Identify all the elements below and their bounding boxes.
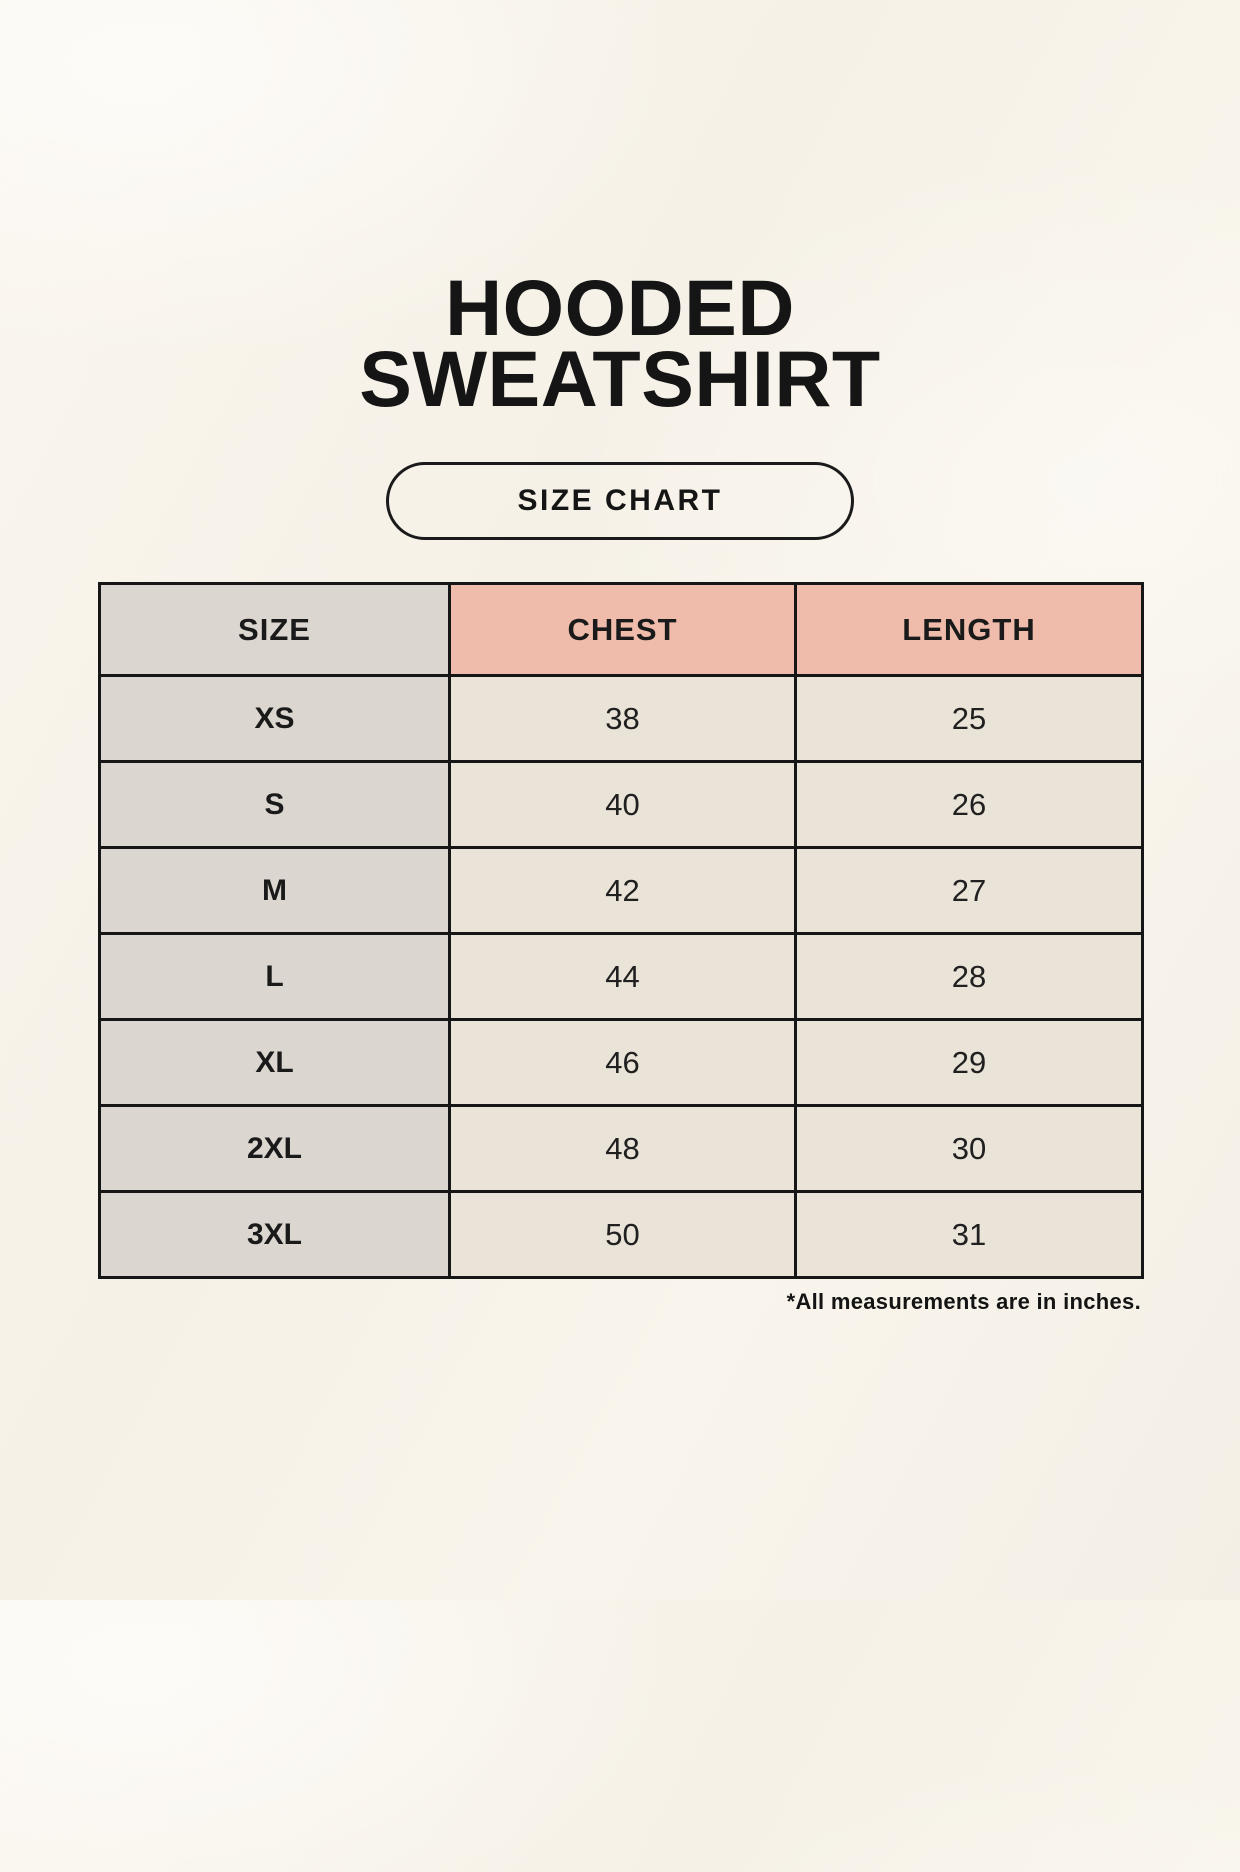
chest-value: 38: [448, 674, 797, 764]
length-value: 29: [794, 1018, 1144, 1108]
table-row: S 40 26: [98, 760, 1144, 850]
size-label: 3XL: [98, 1190, 451, 1280]
size-chart-button[interactable]: SIZE CHART: [386, 462, 854, 541]
size-label: 2XL: [98, 1104, 451, 1194]
column-header-chest: CHEST: [448, 582, 797, 678]
size-table-container: SIZE CHEST LENGTH XS 38 25 S 40 26 M: [98, 582, 1144, 1280]
size-label: M: [98, 846, 451, 936]
size-label: S: [98, 760, 451, 850]
table-row: M 42 27: [98, 846, 1144, 936]
table-row: XS 38 25: [98, 674, 1144, 764]
chest-value: 40: [448, 760, 797, 850]
chest-value: 48: [448, 1104, 797, 1194]
page-title: HOODED SWEATSHIRT: [0, 268, 1240, 418]
column-header-size: SIZE: [98, 582, 451, 678]
column-header-length: LENGTH: [794, 582, 1144, 678]
measurements-footnote: *All measurements are in inches.: [786, 1289, 1141, 1315]
chest-value: 42: [448, 846, 797, 936]
length-value: 31: [794, 1190, 1144, 1280]
length-value: 27: [794, 846, 1144, 936]
table-row: XL 46 29: [98, 1018, 1144, 1108]
length-value: 28: [794, 932, 1144, 1022]
size-label: XL: [98, 1018, 451, 1108]
length-value: 25: [794, 674, 1144, 764]
size-table: SIZE CHEST LENGTH XS 38 25 S 40 26 M: [98, 582, 1144, 1280]
length-value: 26: [794, 760, 1144, 850]
size-label: XS: [98, 674, 451, 764]
size-chart-page: HOODED SWEATSHIRT SIZE CHART SIZE CHEST …: [0, 268, 1240, 1872]
table-row: 2XL 48 30: [98, 1104, 1144, 1194]
size-label: L: [98, 932, 451, 1022]
chest-value: 44: [448, 932, 797, 1022]
chest-value: 50: [448, 1190, 797, 1280]
length-value: 30: [794, 1104, 1144, 1194]
page-title-line-2: SWEATSHIRT: [359, 334, 881, 424]
table-header-row: SIZE CHEST LENGTH: [98, 582, 1144, 678]
table-row: L 44 28: [98, 932, 1144, 1022]
page-title-line-1: HOODED: [445, 263, 795, 352]
table-row: 3XL 50 31: [98, 1190, 1144, 1280]
chest-value: 46: [448, 1018, 797, 1108]
